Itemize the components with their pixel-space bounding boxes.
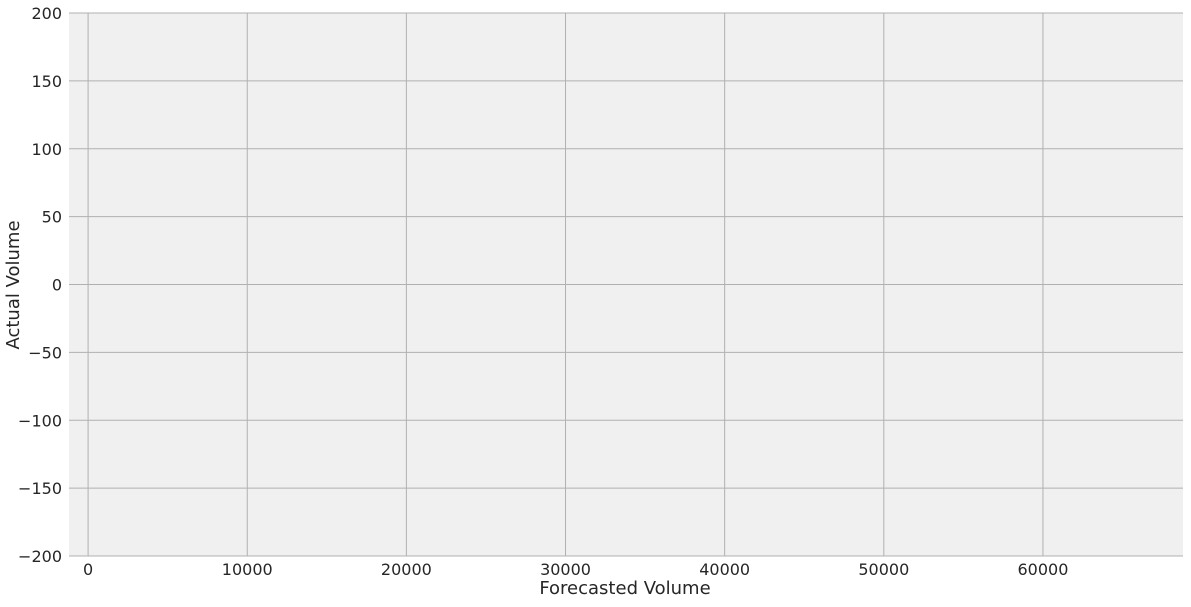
y-gridlines xyxy=(69,12,1183,557)
y-tick-label: −100 xyxy=(18,411,62,430)
x-tick-label: 60000 xyxy=(1018,560,1069,579)
y-tick-label: 150 xyxy=(31,72,62,91)
x-tick-label: 40000 xyxy=(699,560,750,579)
x-tick-labels: 0 10000 20000 30000 40000 50000 60000 xyxy=(83,560,1068,579)
x-axis-label: Forecasted Volume xyxy=(539,578,710,599)
y-tick-label: −200 xyxy=(18,547,62,566)
x-tick-label: 50000 xyxy=(858,560,909,579)
x-tick-label: 0 xyxy=(83,560,93,579)
y-tick-labels: −200 −150 −100 −50 0 50 100 150 200 xyxy=(18,4,62,566)
x-tick-label: 20000 xyxy=(381,560,432,579)
y-tick-label: −150 xyxy=(18,479,62,498)
y-tick-label: 200 xyxy=(31,4,62,23)
x-tick-label: 30000 xyxy=(540,560,591,579)
y-tick-label: −50 xyxy=(28,343,62,362)
y-tick-label: 50 xyxy=(42,208,62,227)
x-tick-label: 10000 xyxy=(222,560,273,579)
y-tick-label: 100 xyxy=(31,140,62,159)
y-tick-label: 0 xyxy=(52,276,62,295)
y-axis-label: Actual Volume xyxy=(3,220,24,349)
